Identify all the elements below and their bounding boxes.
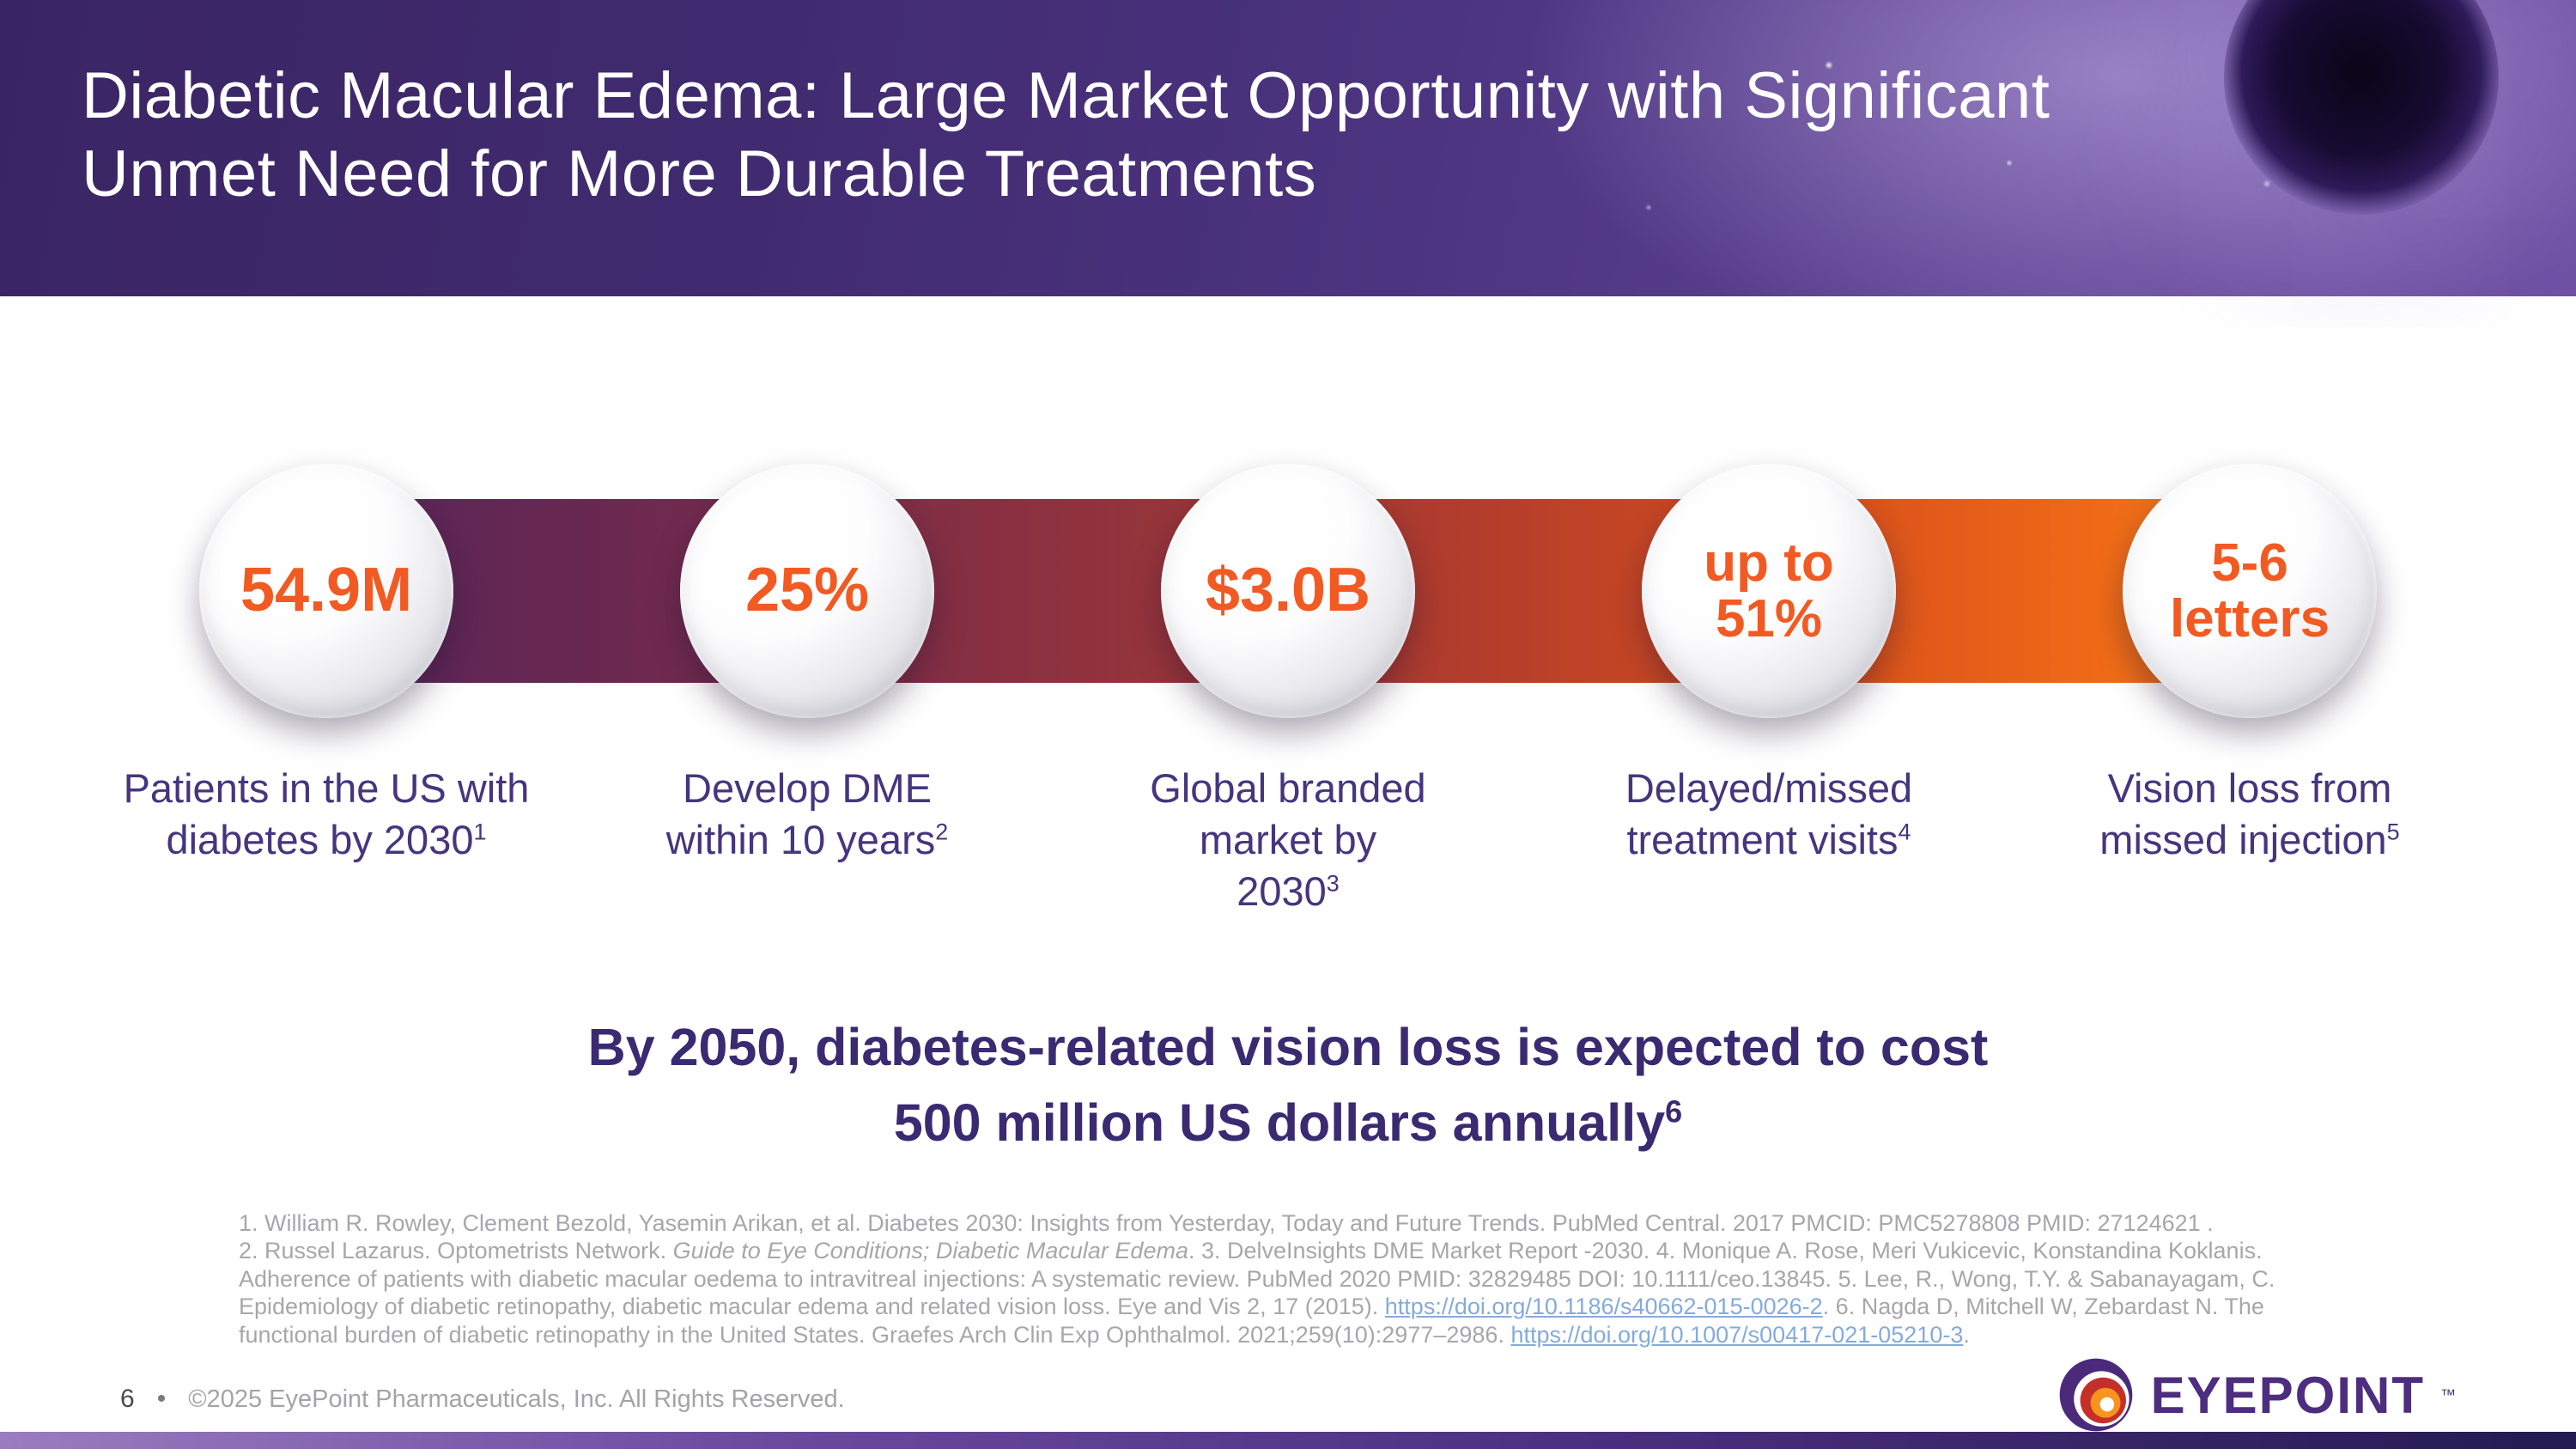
headline-statement: By 2050, diabetes-related vision loss is… (0, 1009, 2576, 1161)
footnote-marker: 5 (2386, 819, 2400, 845)
stat-item-vision-loss: 5-6 letters Vision loss from missed inje… (2009, 464, 2490, 917)
stat-label-text: Vision loss from missed injection (2099, 765, 2392, 863)
stat-circle: 54.9M (199, 464, 453, 718)
stat-label-text: Develop DME within 10 years (665, 765, 936, 863)
headline-text: By 2050, diabetes-related vision loss is… (587, 1018, 1989, 1153)
reference-text-segment: . 6. Nagda D, Mitchell W, Zebardast N. T… (239, 1294, 2264, 1348)
bottom-accent-bar (0, 1432, 2576, 1449)
stat-circle: $3.0B (1161, 464, 1415, 718)
decorative-orb (2224, 0, 2499, 215)
stat-item-missed-visits: up to 51% Delayed/missed treatment visit… (1528, 464, 2009, 917)
footnote-marker: 6 (1665, 1094, 1683, 1130)
stat-label: Develop DME within 10 years2 (567, 763, 1048, 866)
reference-text-segment: . (1963, 1321, 1970, 1348)
stat-value: 5-6 letters (2169, 533, 2330, 648)
stat-value: up to 51% (1704, 533, 1834, 648)
eyepoint-logo-icon (2059, 1358, 2132, 1432)
stats-band: 54.9M Patients in the US with diabetes b… (0, 464, 2576, 945)
stat-label: Delayed/missed treatment visits4 (1528, 763, 2009, 866)
stat-circle: up to 51% (1642, 464, 1896, 718)
footer: 6 • ©2025 EyePoint Pharmaceuticals, Inc.… (120, 1385, 845, 1414)
stat-value: 25% (744, 556, 870, 625)
stat-label: Vision loss from missed injection5 (2009, 763, 2490, 866)
header-banner: Diabetic Macular Edema: Large Market Opp… (0, 0, 2576, 296)
eyepoint-logo: EYEPOINT ™ (2057, 1355, 2456, 1434)
stat-label-text: Patients in the US with diabetes by 2030 (123, 765, 530, 863)
footnote-marker: 3 (1326, 870, 1340, 897)
stat-value: 54.9M (240, 556, 413, 625)
copyright-text: ©2025 EyePoint Pharmaceuticals, Inc. All… (188, 1385, 845, 1413)
footnote-marker: 1 (473, 819, 487, 845)
reference-link[interactable]: https://doi.org/10.1186/s40662-015-0026-… (1384, 1294, 1823, 1320)
footer-bullet: • (156, 1385, 167, 1413)
stat-item-global-market: $3.0B Global branded market by 20303 (1048, 464, 1528, 917)
reference-link[interactable]: https://doi.org/10.1007/s00417-021-05210… (1510, 1321, 1964, 1348)
stat-item-patients: 54.9M Patients in the US with diabetes b… (86, 464, 567, 917)
stat-label: Global branded market by 20303 (1048, 763, 1528, 917)
reference-text-segment: . 3. DelveInsights DME Market Report -20… (239, 1238, 2275, 1320)
footnote-marker: 2 (935, 819, 949, 845)
stat-value: $3.0B (1205, 556, 1371, 625)
stats-row: 54.9M Patients in the US with diabetes b… (0, 464, 2576, 917)
stat-label-text: Delayed/missed treatment visits (1625, 765, 1913, 863)
references-text: 1. William R. Rowley, Clement Bezold, Ya… (239, 1209, 2347, 1349)
stat-item-develop-dme: 25% Develop DME within 10 years2 (567, 464, 1048, 917)
footnote-marker: 4 (1898, 819, 1911, 845)
reference-text-segment: Guide to Eye Conditions; Diabetic Macula… (672, 1238, 1188, 1264)
stat-label-text: Global branded market by 2030 (1150, 765, 1426, 915)
stat-circle: 25% (680, 464, 934, 718)
reference-text-segment: 1. William R. Rowley, Clement Bezold, Ya… (239, 1210, 2214, 1264)
stat-circle: 5-6 letters (2123, 464, 2377, 718)
trademark-symbol: ™ (2440, 1386, 2456, 1403)
page-number: 6 (120, 1385, 135, 1413)
eyepoint-wordmark: EYEPOINT (2150, 1366, 2425, 1424)
slide-title: Diabetic Macular Edema: Large Market Opp… (82, 59, 2050, 211)
stat-label: Patients in the US with diabetes by 2030… (86, 763, 567, 866)
